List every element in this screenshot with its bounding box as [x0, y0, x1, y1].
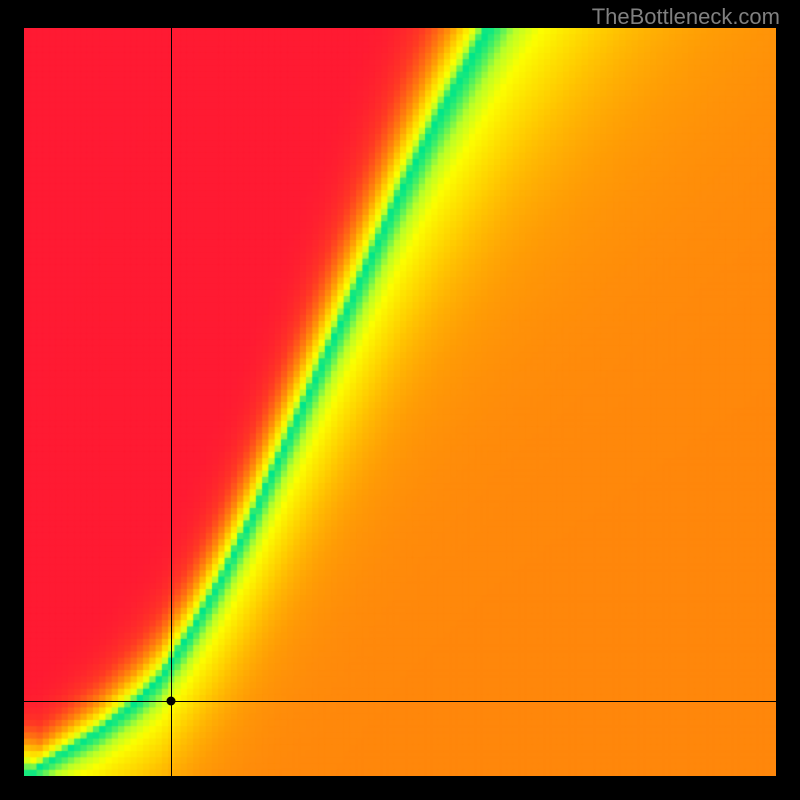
crosshair-horizontal [24, 701, 776, 702]
bottleneck-heatmap [24, 28, 776, 776]
watermark-text: TheBottleneck.com [592, 4, 780, 30]
marker-dot [166, 697, 175, 706]
plot-area [24, 28, 776, 776]
crosshair-vertical [171, 28, 172, 776]
